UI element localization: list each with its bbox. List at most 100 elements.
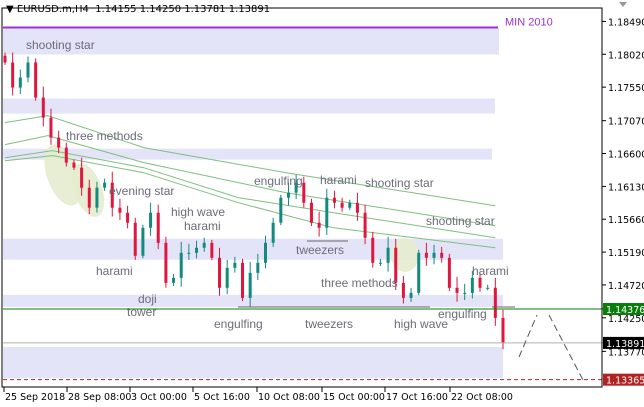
pattern-annotation: high wave [394, 317, 448, 331]
candle-body [202, 242, 206, 248]
candle-body [432, 252, 436, 258]
candle-body [3, 55, 7, 63]
y-tick-label: 1.18020 [608, 50, 644, 61]
candle-body [455, 287, 459, 293]
price-tag [603, 336, 644, 349]
candle-body [41, 97, 45, 118]
price-tag [603, 373, 644, 386]
candle-body [286, 192, 290, 198]
candle-body [317, 222, 321, 228]
pattern-annotation: shooting star [365, 176, 434, 190]
pattern-annotation: three methods [321, 276, 398, 290]
candle-body [118, 207, 122, 213]
candle-body [294, 182, 298, 193]
candle-body [409, 292, 413, 298]
candle-body [233, 262, 237, 268]
pattern-annotation: tweezers [305, 317, 353, 331]
pattern-annotation: evening star [109, 184, 174, 198]
sr-zone [3, 294, 503, 307]
candle-body [195, 247, 199, 253]
candle-body [95, 187, 99, 208]
projection-line [548, 314, 584, 381]
candle-body [302, 182, 306, 203]
pattern-annotation: high wave [171, 205, 225, 219]
symbol-label: EURUSD.m,H4 [16, 4, 89, 15]
candle-body [72, 162, 76, 168]
candle-body [64, 147, 68, 163]
candle-body [34, 62, 38, 98]
y-tick-label: 1.16600 [608, 150, 644, 161]
pattern-annotation: engulfing [438, 307, 487, 321]
candle-body [501, 317, 505, 343]
pattern-annotation: harami [184, 219, 221, 233]
candle-body [417, 252, 421, 293]
candle-body [386, 247, 390, 263]
candle-body [164, 242, 168, 283]
candle-body [18, 77, 22, 88]
candle-body [11, 62, 15, 88]
y-tick-label: 1.14250 [608, 314, 644, 325]
candle-body [309, 202, 313, 223]
price-tag [603, 303, 644, 315]
x-tick-label: 3 Oct 00:00 [131, 392, 187, 403]
pattern-annotation: three methods [66, 129, 143, 143]
pattern-annotation: tower [127, 305, 156, 319]
moving-average-line [4, 150, 496, 239]
candle-body [218, 257, 222, 288]
candle-body [133, 222, 137, 256]
candle-body [355, 202, 359, 213]
pattern-annotation: harami [472, 264, 509, 278]
candle-body [187, 252, 191, 254]
x-tick-label: 25 Sep 2018 [5, 392, 65, 403]
y-tick-label: 1.17070 [608, 117, 644, 128]
pattern-annotation: doji [138, 292, 157, 306]
candle-body [80, 167, 84, 188]
candle-body [424, 252, 428, 258]
moving-average-line [4, 115, 496, 207]
price-tag-label: 1.13365 [606, 376, 644, 387]
candle-body [248, 272, 252, 298]
candle-body [172, 277, 176, 283]
x-tick-label: 28 Sep 08:00 [68, 392, 131, 403]
y-tick-label: 1.15190 [608, 248, 644, 259]
y-tick-label: 1.17550 [608, 83, 644, 94]
candle-body [348, 202, 352, 208]
candle-body [179, 252, 183, 278]
chart-header: ▼ EURUSD.m,H4 1.14155 1.14250 1.13781 1.… [6, 4, 270, 15]
price-tag-label: 1.14376 [606, 305, 644, 316]
candle-body [279, 197, 283, 223]
y-tick-label: 1.18490 [608, 17, 644, 28]
candle-body [57, 137, 61, 148]
candle-body [156, 212, 160, 243]
pattern-annotation: engulfing [254, 174, 303, 188]
moving-average-line [4, 155, 496, 249]
x-tick-label: 17 Oct 16:00 [386, 392, 448, 403]
candle-body [325, 197, 329, 228]
candle-body [371, 237, 375, 263]
candle-body [470, 277, 474, 293]
plot-frame [1, 7, 603, 388]
scroll-marker-icon [619, 2, 627, 7]
pattern-annotation: engulfing [214, 317, 263, 331]
sr-zone [3, 346, 503, 378]
y-tick-label: 1.14720 [608, 281, 644, 292]
candle-body [103, 182, 107, 188]
collapse-arrow-icon[interactable]: ▼ [6, 4, 14, 15]
candle-body [87, 187, 91, 208]
candle-body [225, 267, 229, 288]
y-tick-label: 1.15660 [608, 215, 644, 226]
pattern-annotation: tweezers [296, 243, 344, 257]
projection-line [518, 314, 538, 358]
moving-average-line [4, 135, 496, 227]
x-tick-label: 10 Oct 08:00 [258, 392, 320, 403]
candle-body [210, 242, 214, 258]
candle-body [141, 227, 145, 256]
candle-body [49, 117, 53, 138]
x-tick-label: 5 Oct 16:00 [194, 392, 250, 403]
x-tick-label: 15 Oct 00:00 [323, 392, 385, 403]
candle-body [463, 292, 467, 294]
candle-body [263, 242, 267, 263]
candle-body [394, 247, 398, 283]
candle-body [26, 62, 30, 78]
